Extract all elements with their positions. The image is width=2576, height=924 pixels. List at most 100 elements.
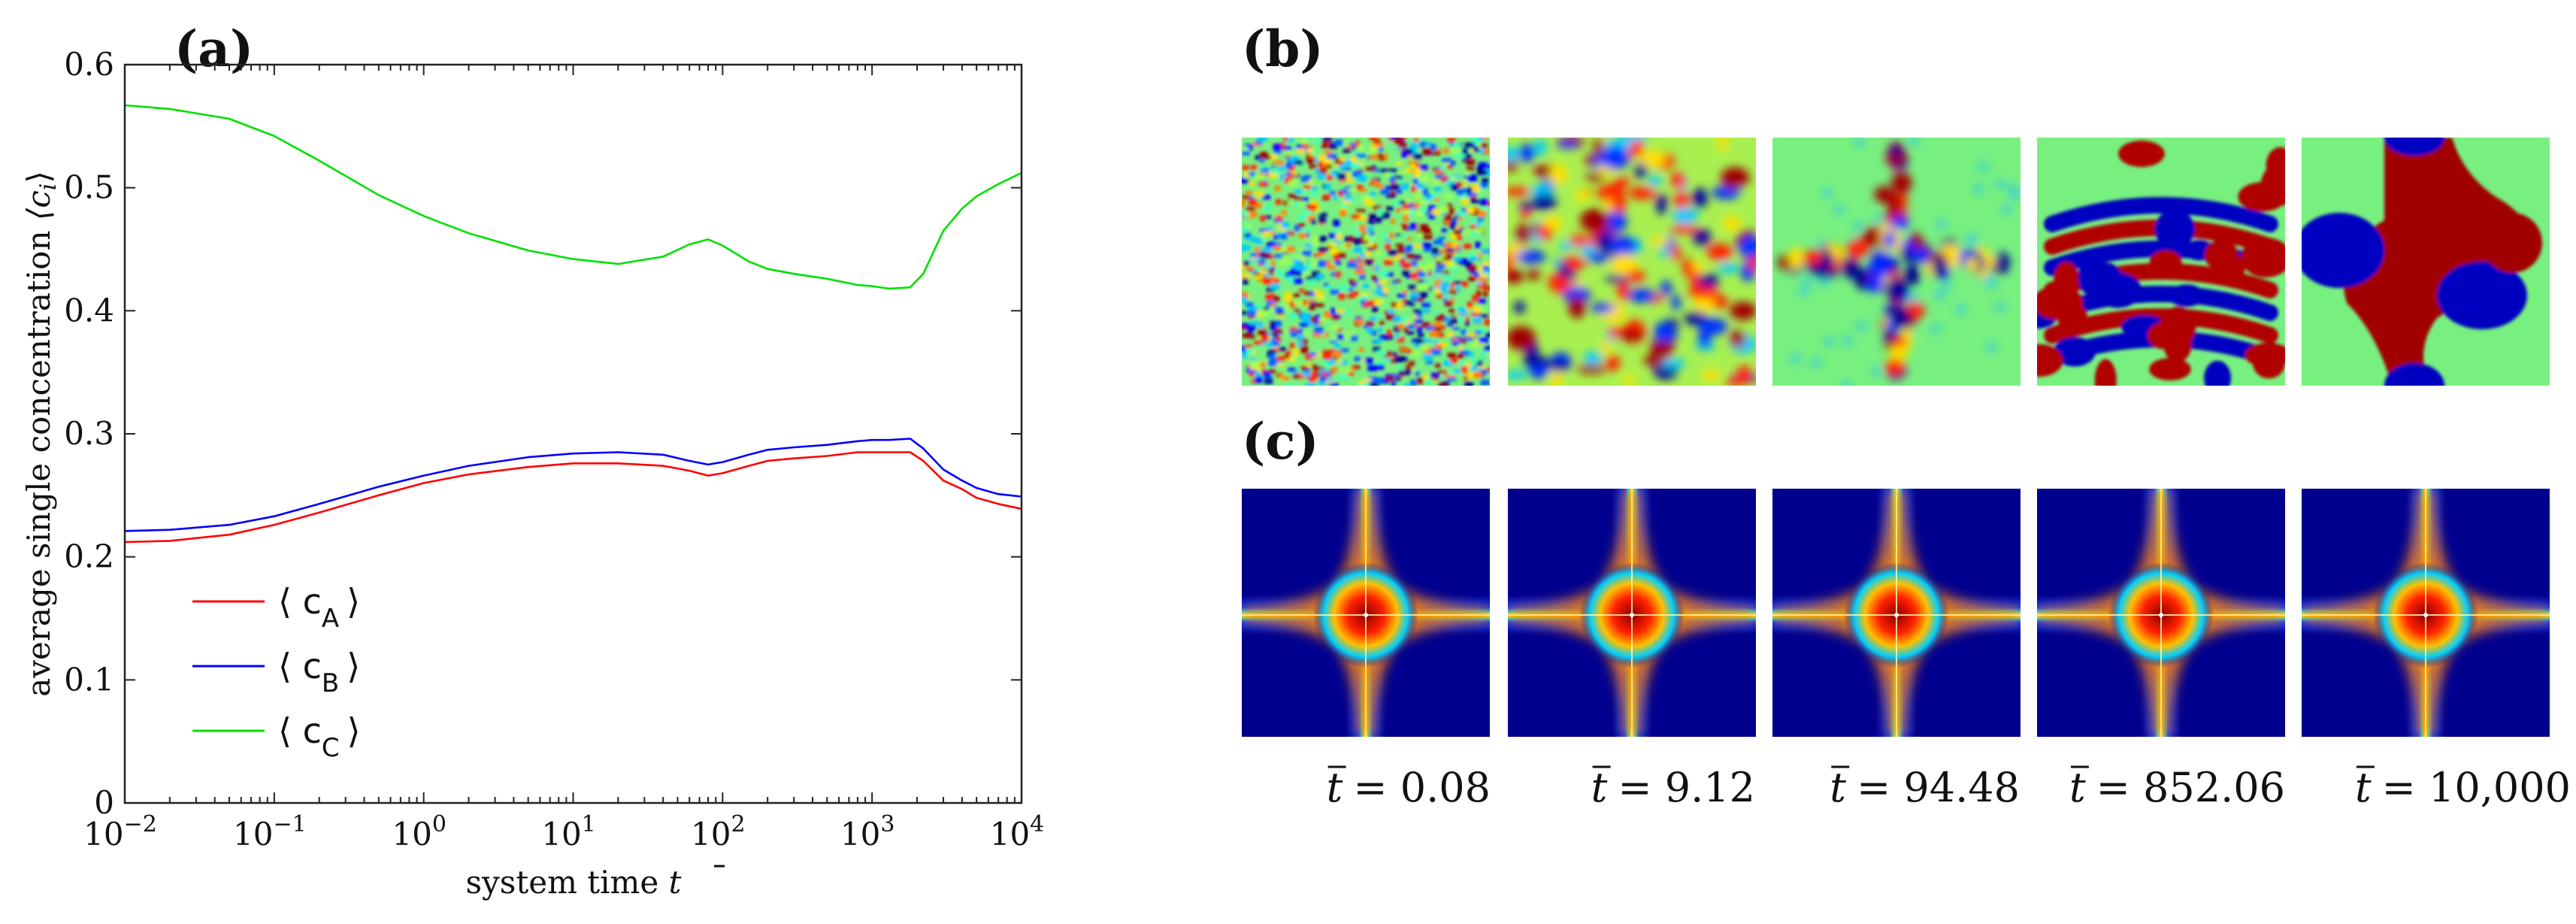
domain-blob: [2037, 344, 2063, 377]
noise-blob: [1342, 167, 1352, 171]
noise-blob: [1413, 138, 1420, 142]
noise-blob: [1330, 307, 1336, 315]
noise-blob: [1281, 222, 1290, 229]
noise-blob: [1282, 251, 1289, 256]
pattern-blob: [1691, 187, 1708, 209]
y-tick-label: 0.4: [64, 292, 114, 329]
noise-blob: [1445, 372, 1455, 378]
noise-blob: [1313, 235, 1318, 242]
noise-blob: [1265, 294, 1275, 301]
noise-blob: [1276, 311, 1284, 315]
noise-blob: [1243, 171, 1249, 177]
snapshot-row: [1242, 138, 2550, 386]
noise-blob: [1307, 180, 1314, 184]
noise-blob: [1318, 217, 1326, 223]
noise-blob: [1318, 260, 1327, 267]
noise-blob: [1414, 192, 1421, 199]
x-tick-label: 103: [840, 811, 895, 853]
noise-blob: [1451, 183, 1459, 191]
noise-blob: [1242, 244, 1247, 248]
noise-blob: [1305, 353, 1315, 360]
faint-spot: [1824, 337, 1834, 347]
noise-blob: [1339, 369, 1349, 374]
noise-blob: [1445, 253, 1452, 260]
faint-spot: [1910, 294, 1920, 304]
noise-blob: [1273, 279, 1279, 285]
faint-spot: [1799, 286, 1809, 296]
pattern-blob: [1550, 371, 1563, 386]
noise-blob: [1315, 302, 1324, 307]
noise-blob: [1300, 266, 1307, 271]
noise-blob: [1307, 204, 1317, 211]
pattern-blob: [1600, 146, 1630, 170]
noise-blob: [1269, 338, 1276, 345]
pattern-blob: [1550, 163, 1568, 186]
noise-blob: [1406, 214, 1414, 219]
noise-blob: [1476, 290, 1482, 297]
pattern-blob: [1738, 235, 1756, 259]
pattern-blob: [1508, 187, 1533, 196]
cross-blob: [1842, 257, 1860, 279]
pattern-blob: [1690, 270, 1701, 289]
noise-blob: [1273, 144, 1282, 150]
noise-blob: [1434, 363, 1441, 368]
noise-blob: [1458, 307, 1467, 313]
noise-blob: [1289, 301, 1297, 307]
noise-blob: [1372, 299, 1381, 306]
noise-blob: [1368, 147, 1376, 153]
cross-blob: [1866, 275, 1884, 293]
noise-blob: [1273, 253, 1283, 258]
x-axis-label-var: t: [669, 864, 682, 901]
center-dot: [1630, 613, 1634, 617]
correlation-5: [2302, 489, 2550, 737]
noise-blob: [1451, 327, 1460, 331]
noise-blob: [1302, 250, 1312, 256]
noise-blob: [1417, 208, 1426, 215]
noise-blob: [1443, 287, 1452, 292]
noise-blob: [1299, 323, 1308, 327]
noise-blob: [1360, 216, 1368, 221]
pattern-blob: [1508, 250, 1514, 273]
noise-blob: [1410, 223, 1417, 230]
noise-blob: [1322, 158, 1332, 164]
noise-blob: [1476, 281, 1483, 286]
noise-blob: [1294, 263, 1302, 269]
noise-blob: [1410, 271, 1418, 278]
noise-blob: [1278, 160, 1284, 167]
noise-blob: [1442, 158, 1452, 163]
pattern-blob: [1610, 253, 1638, 276]
pattern-blob: [1670, 172, 1683, 188]
noise-blob: [1398, 246, 1405, 253]
noise-blob: [1409, 150, 1418, 156]
noise-blob: [1470, 196, 1476, 200]
noise-blob: [1261, 335, 1269, 341]
noise-blob: [1294, 197, 1303, 204]
noise-blob: [1303, 331, 1309, 338]
domain-blob: [2154, 210, 2195, 249]
noise-blob: [1475, 341, 1484, 345]
noise-blob: [1254, 272, 1260, 278]
noise-blob: [1270, 283, 1280, 290]
noise-blob: [1445, 194, 1453, 199]
pattern-blob: [1508, 268, 1524, 284]
noise-blob: [1476, 360, 1483, 367]
noise-blob: [1337, 252, 1346, 259]
noise-blob: [1337, 373, 1347, 378]
noise-blob: [1283, 329, 1289, 335]
faint-spot: [1872, 366, 1881, 376]
noise-blob: [1331, 357, 1338, 361]
noise-blob: [1397, 146, 1406, 150]
noise-blob: [1432, 208, 1441, 216]
pattern-blob: [1635, 162, 1648, 179]
noise-blob: [1452, 226, 1460, 229]
noise-blob: [1376, 250, 1382, 257]
pattern-blob: [1642, 355, 1668, 366]
noise-blob: [1358, 225, 1367, 232]
noise-blob: [1448, 298, 1454, 304]
cross-blob: [1872, 250, 1886, 274]
noise-blob: [1356, 319, 1364, 326]
noise-blob: [1394, 316, 1400, 323]
faint-spot: [2008, 183, 2018, 193]
noise-blob: [1360, 283, 1370, 289]
noise-blob: [1379, 273, 1387, 277]
